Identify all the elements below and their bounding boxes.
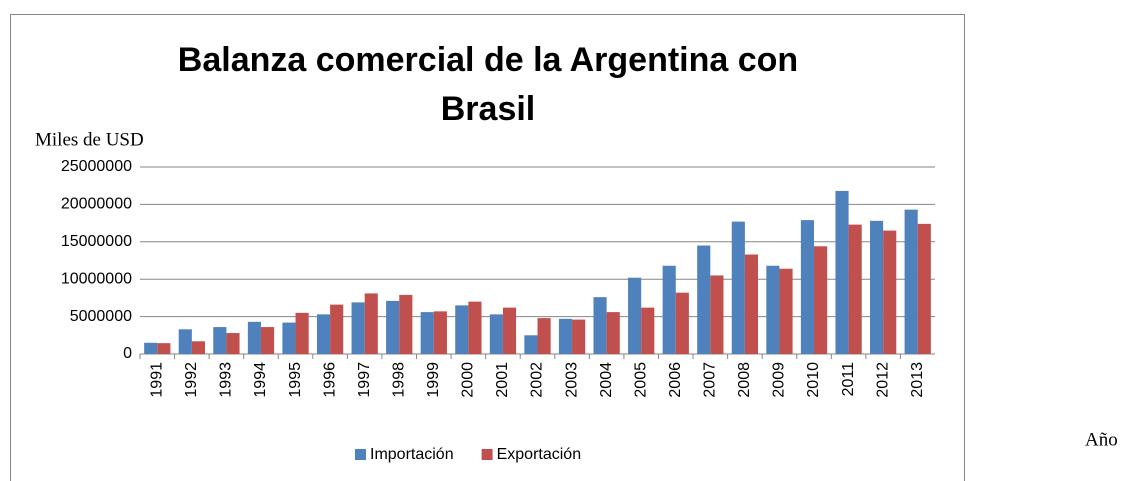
bar	[178, 329, 192, 354]
bar	[260, 327, 275, 354]
bar	[744, 254, 759, 354]
bar	[537, 318, 551, 354]
bar	[883, 230, 897, 354]
bar	[558, 318, 573, 354]
bar	[213, 327, 227, 354]
bar	[420, 312, 434, 354]
bar	[524, 335, 538, 354]
bar	[766, 265, 780, 354]
x-tick-label: 2007	[702, 362, 719, 398]
bar	[364, 293, 378, 354]
y-tick-label: 15000000	[61, 233, 132, 250]
bar	[351, 302, 365, 354]
bar	[572, 319, 586, 354]
x-tick-label: 1995	[287, 362, 304, 398]
x-tick-label: 2006	[667, 362, 684, 398]
y-tick-label: 25000000	[61, 158, 132, 175]
x-tick-label: 2002	[529, 362, 546, 398]
bar	[800, 220, 815, 354]
chart-border	[10, 14, 965, 481]
bar	[662, 265, 676, 354]
bar	[191, 341, 205, 354]
x-tick-label: 1991	[149, 362, 166, 398]
y-axis-label: Miles de USD	[35, 129, 144, 150]
x-tick-label: 2000	[460, 362, 477, 398]
legend-label: Exportación	[497, 446, 582, 463]
bar	[282, 322, 296, 354]
chart-title: Balanza comercial de la Argentina con	[178, 41, 798, 79]
bar	[468, 301, 482, 354]
x-tick-label: 2005	[632, 362, 649, 398]
x-tick-label: 2004	[598, 362, 615, 398]
x-tick-label: 1997	[356, 362, 373, 398]
bar	[848, 224, 862, 354]
bar	[675, 292, 689, 354]
legend-label: Importación	[370, 446, 454, 463]
x-tick-label: 1999	[425, 362, 442, 398]
y-tick-label: 20000000	[61, 196, 132, 213]
bar	[870, 220, 884, 354]
x-tick-label: 1998	[390, 362, 407, 398]
bar	[606, 312, 620, 354]
x-tick-label: 1994	[252, 362, 269, 398]
bar	[641, 307, 655, 354]
bar	[157, 343, 171, 354]
x-tick-label: 2009	[771, 362, 788, 398]
x-tick-label: 1992	[183, 362, 200, 398]
bar	[295, 312, 309, 354]
x-tick-label: 2013	[909, 362, 926, 398]
bar	[247, 321, 261, 354]
x-tick-label: 2012	[874, 362, 891, 398]
chart-title: Brasil	[441, 90, 536, 128]
bar	[835, 190, 849, 354]
bar	[399, 294, 413, 354]
bar	[917, 223, 931, 354]
bar	[697, 245, 711, 354]
bar	[710, 275, 724, 354]
bar	[226, 333, 240, 354]
x-tick-label: 1996	[321, 362, 338, 398]
legend-swatch	[481, 449, 493, 460]
bar	[433, 311, 447, 354]
y-tick-label: 0	[123, 345, 132, 362]
x-tick-label: 2010	[805, 362, 822, 398]
x-tick-label: 2011	[840, 362, 857, 397]
x-axis-label: Año	[1085, 429, 1118, 450]
bar	[502, 307, 517, 354]
bar	[489, 314, 503, 354]
legend-swatch	[355, 449, 366, 460]
x-tick-label: 1993	[218, 362, 235, 398]
bar	[628, 277, 642, 354]
y-tick-label: 10000000	[61, 270, 132, 287]
bar	[904, 209, 918, 354]
bar	[779, 268, 793, 354]
bar	[330, 304, 344, 354]
x-tick-label: 2003	[563, 362, 580, 398]
bar	[814, 246, 828, 354]
bar	[386, 300, 400, 354]
y-tick-label: 5000000	[70, 308, 132, 325]
bar	[316, 314, 331, 354]
x-tick-label: 2008	[736, 362, 753, 398]
bar	[144, 342, 158, 354]
bar	[455, 305, 469, 354]
bar	[731, 221, 745, 354]
x-tick-label: 2001	[494, 362, 511, 398]
bar	[593, 297, 607, 354]
